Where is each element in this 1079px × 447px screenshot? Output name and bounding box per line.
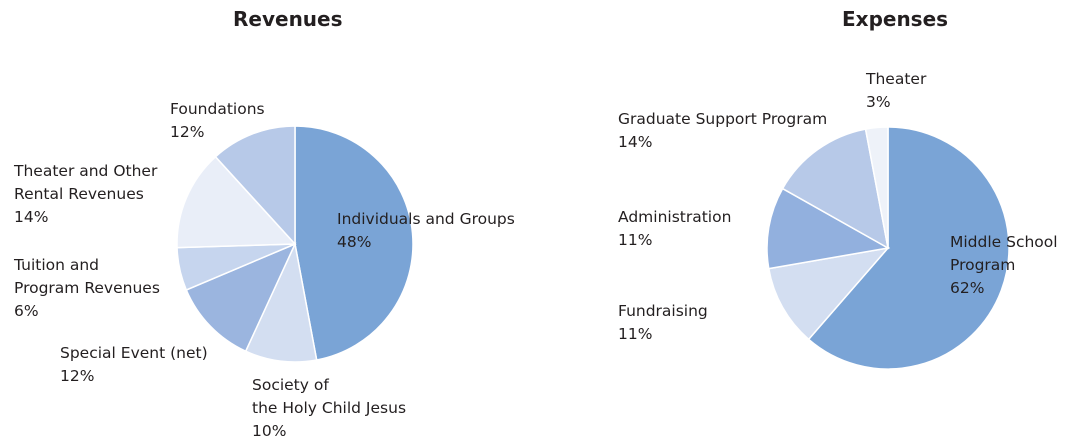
revenue-slice-foundations (214, 125, 296, 246)
expense-slice-graduate-support-program (781, 128, 890, 250)
slice-label-text: Foundations (170, 100, 265, 118)
revenue-slice-individuals-and-groups (294, 125, 414, 361)
slice-label-text: Special Event (net) (60, 344, 208, 362)
slice-percent: 14% (14, 208, 49, 226)
expenses-chart-title: Expenses (842, 7, 949, 31)
slice-label-text: Graduate Support Program (618, 110, 828, 128)
slice-label-text: Fundraising (618, 302, 708, 320)
slice-label-text: Individuals and Groups (337, 210, 515, 228)
revenue-slice-special-event-net (185, 242, 297, 353)
revenue-label-individuals-and-groups: Individuals and Groups 48% (337, 208, 515, 254)
expense-slice-middle-school-program (807, 126, 1010, 370)
slice-label-text: Theater (866, 70, 927, 88)
slice-label-text: Society of (252, 376, 329, 394)
slice-percent: 11% (618, 325, 653, 343)
slice-percent: 62% (950, 279, 985, 297)
slice-percent: 10% (252, 422, 287, 440)
revenues-chart-title: Revenues (233, 7, 343, 31)
expense-label-theater: Theater 3% (866, 68, 926, 114)
slice-label-text: Administration (618, 208, 732, 226)
slice-label-text: Tuition and (14, 256, 100, 274)
revenue-slice-society-of-the-holy-child-jesus (244, 241, 318, 363)
revenue-slice-theater-and-other-rental-revenues (176, 155, 297, 249)
expense-label-fundraising: Fundraising 11% (618, 300, 708, 346)
revenues-pie (176, 125, 414, 363)
expense-slice-administration (766, 187, 891, 270)
slice-label-text: the Holy Child Jesus (252, 399, 407, 417)
slice-percent: 6% (14, 302, 39, 320)
revenue-label-society-of-the-holy-child-jesus: Society of the Holy Child Jesus 10% (252, 374, 406, 443)
revenue-label-special-event-net: Special Event (net) 12% (60, 342, 208, 388)
slice-percent: 12% (60, 367, 95, 385)
expense-label-middle-school-program: Middle School Program 62% (950, 231, 1058, 300)
slice-percent: 48% (337, 233, 372, 251)
expense-slice-fundraising (767, 246, 890, 341)
expense-slice-theater (864, 126, 889, 249)
slice-label-text: Middle School (950, 233, 1058, 251)
slice-percent: 11% (618, 231, 653, 249)
slice-percent: 12% (170, 123, 205, 141)
slice-label-text: Rental Revenues (14, 185, 144, 203)
slice-label-text: Theater and Other (14, 162, 158, 180)
expense-label-administration: Administration 11% (618, 206, 731, 252)
expense-label-graduate-support-program: Graduate Support Program 14% (618, 108, 827, 154)
slice-percent: 3% (866, 93, 891, 111)
revenue-label-theater-and-other-rental-revenues: Theater and Other Rental Revenues 14% (14, 160, 157, 229)
slice-label-text: Program Revenues (14, 279, 160, 297)
revenue-label-foundations: Foundations 12% (170, 98, 265, 144)
expenses-pie (766, 126, 1010, 370)
slice-percent: 14% (618, 133, 653, 151)
slice-label-text: Program (950, 256, 1016, 274)
revenue-label-tuition-and-program-revenues: Tuition and Program Revenues 6% (14, 254, 160, 323)
